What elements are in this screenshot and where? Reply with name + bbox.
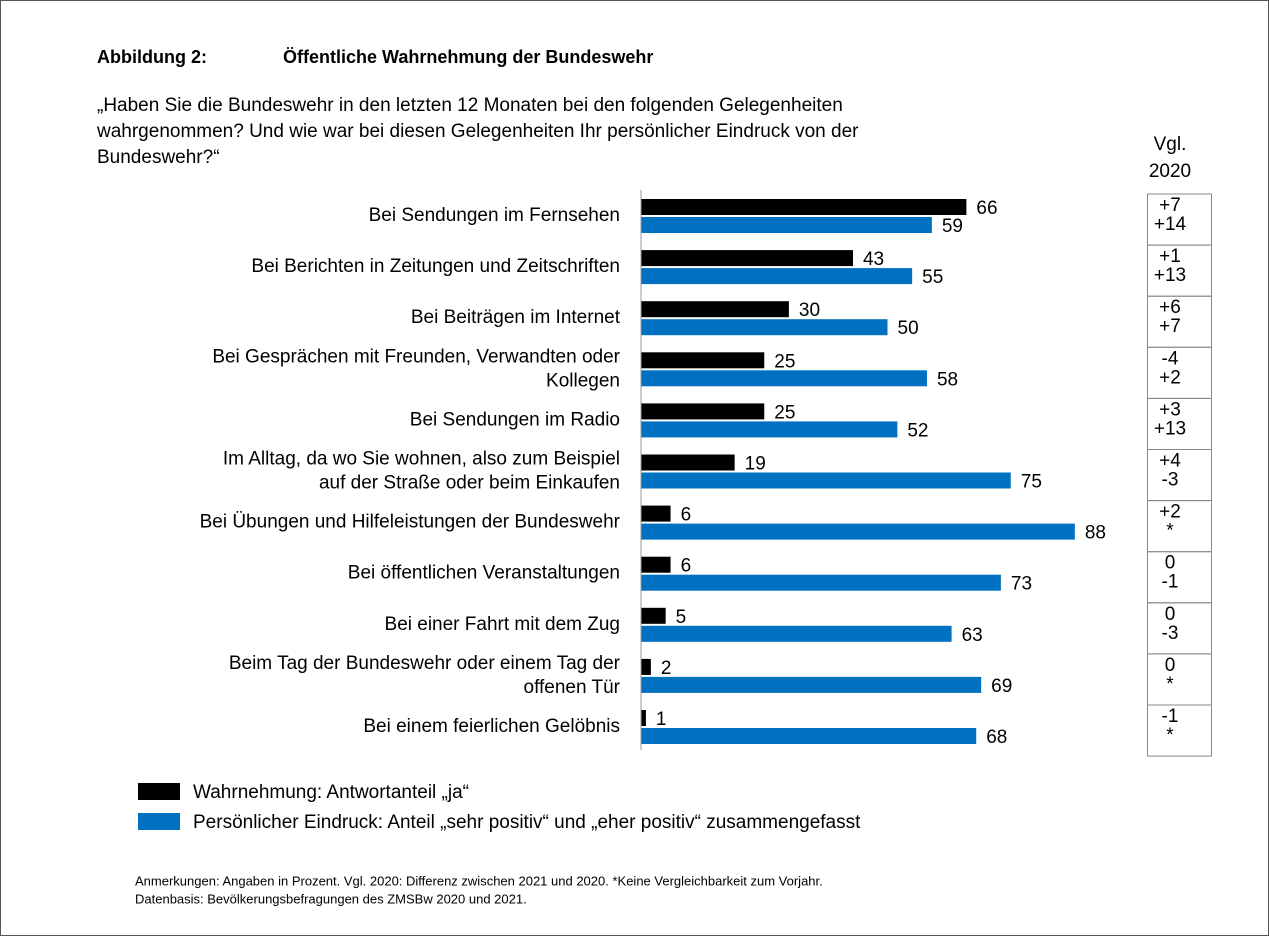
value-label: 19 bbox=[745, 454, 766, 475]
comparison-header: 2020 bbox=[1149, 161, 1191, 182]
comparison-value: * bbox=[1166, 521, 1174, 542]
bar bbox=[641, 319, 888, 336]
category-label: Beim Tag der Bundeswehr oder einem Tag d… bbox=[229, 653, 621, 674]
value-label: 88 bbox=[1085, 523, 1106, 544]
note: Datenbasis: Bevölkerungsbefragungen des … bbox=[135, 891, 527, 906]
comparison-value: +2 bbox=[1159, 502, 1181, 523]
comparison-value: -3 bbox=[1162, 623, 1179, 644]
value-label: 75 bbox=[1021, 472, 1042, 493]
value-label: 6 bbox=[681, 556, 692, 577]
comparison-value: -1 bbox=[1162, 706, 1179, 727]
value-label: 2 bbox=[661, 658, 672, 679]
value-label: 30 bbox=[799, 300, 820, 321]
comparison-value: -3 bbox=[1162, 470, 1179, 491]
legend-label: Wahrnehmung: Antwortanteil „ja“ bbox=[193, 782, 469, 803]
value-label: 69 bbox=[991, 676, 1012, 697]
comparison-value: +4 bbox=[1159, 451, 1181, 472]
comparison-value: -1 bbox=[1162, 572, 1179, 593]
category-label: Bei Sendungen im Fernsehen bbox=[369, 205, 620, 226]
bar bbox=[641, 352, 765, 369]
bar bbox=[641, 625, 952, 642]
figure-label: Abbildung 2: bbox=[97, 47, 207, 67]
bar bbox=[641, 523, 1075, 540]
comparison-value: +6 bbox=[1159, 297, 1181, 318]
value-label: 73 bbox=[1011, 574, 1032, 595]
value-label: 55 bbox=[922, 267, 943, 288]
comparison-value: +13 bbox=[1154, 265, 1186, 286]
comparison-value: +3 bbox=[1159, 399, 1181, 420]
comparison-value: -4 bbox=[1162, 348, 1179, 369]
bar bbox=[641, 728, 977, 744]
value-label: 5 bbox=[676, 607, 687, 628]
value-label: 25 bbox=[774, 351, 795, 372]
value-label: 63 bbox=[962, 625, 983, 646]
value-label: 1 bbox=[656, 709, 667, 730]
comparison-value: +2 bbox=[1159, 367, 1181, 388]
comparison-value: +7 bbox=[1159, 195, 1181, 216]
value-label: 68 bbox=[986, 727, 1007, 748]
value-label: 43 bbox=[863, 249, 884, 270]
category-label: Im Alltag, da wo Sie wohnen, also zum Be… bbox=[223, 449, 620, 470]
category-label: Bei Beiträgen im Internet bbox=[411, 307, 621, 328]
comparison-value: 0 bbox=[1165, 604, 1176, 625]
comparison-value: +7 bbox=[1159, 316, 1181, 337]
comparison-value: * bbox=[1166, 674, 1174, 695]
bar bbox=[641, 472, 1011, 489]
chart-title: Öffentliche Wahrnehmung der Bundeswehr bbox=[283, 47, 653, 67]
bar bbox=[641, 250, 853, 267]
comparison-value: 0 bbox=[1165, 655, 1176, 676]
subtitle: Bundeswehr?“ bbox=[97, 147, 220, 168]
bar bbox=[641, 556, 671, 573]
subtitle: „Haben Sie die Bundeswehr in den letzten… bbox=[97, 95, 843, 116]
category-label: Kollegen bbox=[546, 370, 620, 391]
subtitle: wahrgenommen? Und wie war bei diesen Gel… bbox=[96, 121, 859, 142]
bar bbox=[641, 454, 735, 471]
comparison-value: +1 bbox=[1159, 246, 1181, 267]
bar bbox=[641, 301, 789, 318]
comparison-value: * bbox=[1166, 725, 1174, 746]
comparison-cell bbox=[1147, 704, 1212, 757]
legend-label: Persönlicher Eindruck: Anteil „sehr posi… bbox=[193, 812, 861, 833]
note: Anmerkungen: Angaben in Prozent. Vgl. 20… bbox=[135, 873, 823, 888]
value-label: 50 bbox=[898, 318, 919, 339]
category-label: offenen Tür bbox=[524, 677, 621, 698]
comparison-header: Vgl. bbox=[1154, 134, 1187, 155]
category-label: Bei einer Fahrt mit dem Zug bbox=[385, 614, 620, 635]
bar bbox=[641, 370, 927, 387]
bar bbox=[641, 199, 967, 215]
category-label: Bei Gesprächen mit Freunden, Verwandten … bbox=[212, 346, 620, 367]
value-label: 59 bbox=[942, 216, 963, 237]
bar bbox=[641, 710, 646, 726]
comparison-value: +14 bbox=[1154, 214, 1187, 235]
category-label: Bei einem feierlichen Gelöbnis bbox=[363, 716, 620, 737]
legend-swatch bbox=[138, 813, 180, 830]
category-label: Bei Übungen und Hilfeleistungen der Bund… bbox=[200, 512, 621, 533]
bar bbox=[641, 607, 666, 624]
category-label: Bei öffentlichen Veranstaltungen bbox=[348, 563, 620, 584]
value-label: 66 bbox=[976, 198, 997, 219]
comparison-value: 0 bbox=[1165, 553, 1176, 574]
category-label: Bei Sendungen im Radio bbox=[410, 409, 620, 430]
comparison-value: +13 bbox=[1154, 418, 1186, 439]
legend-swatch bbox=[138, 783, 180, 800]
category-label: Bei Berichten in Zeitungen und Zeitschri… bbox=[251, 256, 620, 277]
value-label: 52 bbox=[907, 420, 928, 441]
bar bbox=[641, 658, 651, 675]
value-label: 25 bbox=[774, 402, 795, 423]
bar bbox=[641, 574, 1001, 591]
bar bbox=[641, 217, 932, 233]
bar bbox=[641, 505, 671, 522]
bar bbox=[641, 403, 765, 420]
bar bbox=[641, 268, 913, 285]
value-label: 6 bbox=[681, 505, 692, 526]
category-label: auf der Straße oder beim Einkaufen bbox=[319, 473, 620, 494]
bar bbox=[641, 676, 982, 693]
value-label: 58 bbox=[937, 369, 958, 390]
bar bbox=[641, 421, 898, 438]
